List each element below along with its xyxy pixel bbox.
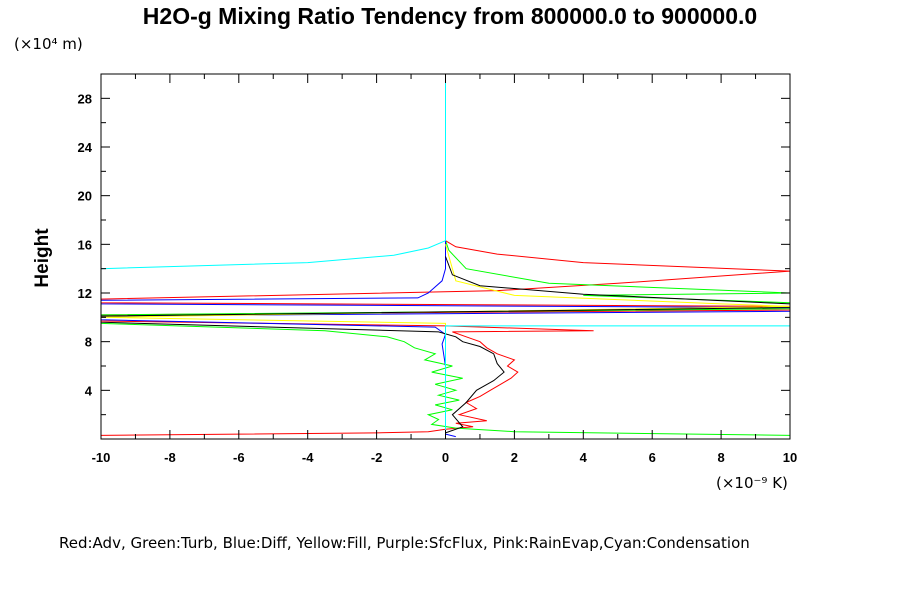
x-tick-label: 2 xyxy=(511,450,518,465)
x-tick-label: 4 xyxy=(580,450,588,465)
x-tick-label: -4 xyxy=(302,450,314,465)
x-tick-label: 8 xyxy=(717,450,724,465)
series-line-5 xyxy=(100,76,446,270)
y-tick-label: 20 xyxy=(78,189,92,204)
chart-title: H2O-g Mixing Ratio Tendency from 800000.… xyxy=(143,3,757,29)
x-tick-label: -10 xyxy=(92,450,111,465)
y-tick-label: 4 xyxy=(85,383,93,398)
y-tick-label: 24 xyxy=(78,140,93,155)
plot-series-group xyxy=(100,76,791,439)
y-tick-label: 8 xyxy=(85,335,92,350)
legend-text: Red:Adv, Green:Turb, Blue:Diff, Yellow:F… xyxy=(59,534,750,552)
series-line-6 xyxy=(445,325,790,439)
series-line-1 xyxy=(100,240,791,436)
series-line-3 xyxy=(100,244,791,436)
x-tick-label: -2 xyxy=(371,450,383,465)
x-tick-label: -6 xyxy=(233,450,245,465)
x-unit-label: (×10⁻⁹ K) xyxy=(716,474,788,492)
y-unit-label: (×10⁴ m) xyxy=(14,35,83,53)
x-tick-label: 6 xyxy=(649,450,656,465)
y-tick-label: 16 xyxy=(78,237,92,252)
x-tick-label: 10 xyxy=(783,450,797,465)
x-tick-label: -8 xyxy=(164,450,176,465)
y-tick-label: 28 xyxy=(78,91,92,106)
y-tick-label: 12 xyxy=(78,286,92,301)
series-line-0 xyxy=(100,240,791,436)
y-axis-label: Height xyxy=(32,228,53,288)
series-line-4 xyxy=(100,256,791,434)
x-tick-label: 0 xyxy=(442,450,449,465)
